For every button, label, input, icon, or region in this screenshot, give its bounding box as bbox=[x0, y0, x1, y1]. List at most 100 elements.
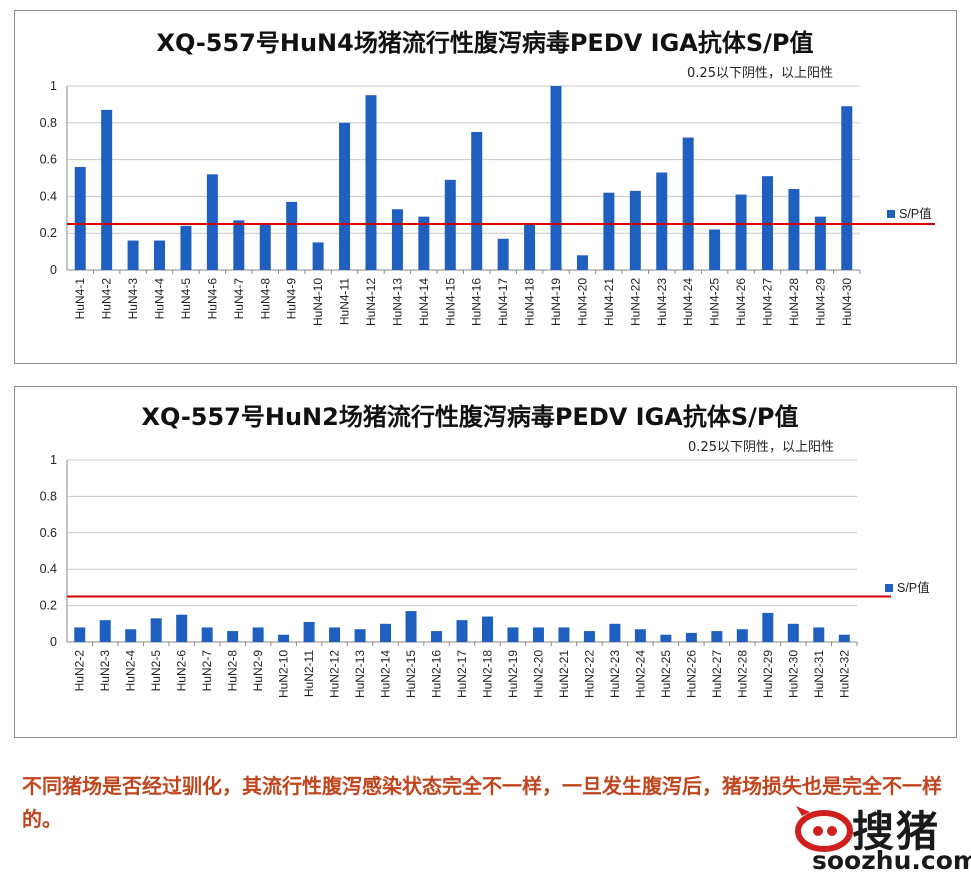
x-tick-label: HuN2-6 bbox=[175, 650, 189, 692]
bar bbox=[252, 627, 264, 642]
x-tick-label: HuN4-17 bbox=[496, 278, 510, 326]
x-tick-label: HuN2-21 bbox=[557, 650, 571, 698]
y-tick-label: 0 bbox=[50, 635, 57, 649]
y-tick-label: 0.6 bbox=[40, 153, 57, 167]
bar bbox=[788, 189, 800, 270]
legend-label: S/P值 bbox=[899, 206, 932, 221]
caption-text: 不同猪场是否经过驯化，其流行性腹泻感染状态完全不一样，一旦发生腹泻后，猪场损失也… bbox=[22, 774, 942, 831]
x-tick-label: HuN2-4 bbox=[124, 650, 138, 692]
y-tick-label: 1 bbox=[50, 79, 57, 93]
y-tick-label: 0.6 bbox=[40, 526, 57, 540]
chart-title: XQ-557号HuN4场猪流行性腹泻病毒PEDV IGA抗体S/P值 bbox=[156, 29, 813, 57]
legend-swatch bbox=[887, 210, 895, 218]
bar bbox=[74, 627, 86, 642]
bar bbox=[125, 629, 137, 642]
x-tick-label: HuN4-15 bbox=[443, 278, 457, 326]
bar bbox=[497, 238, 509, 270]
plot-area: 0 0.2 0.4 0.6 0.8 1 HuN4-1 HuN4-2 HuN4-3 HuN4-4 Hu… bbox=[40, 79, 935, 326]
bar bbox=[471, 132, 483, 270]
x-tick-label: HuN2-13 bbox=[353, 650, 367, 698]
x-tick-label: HuN4-6 bbox=[205, 278, 219, 320]
y-tick-label: 1 bbox=[50, 453, 57, 467]
x-tick-label: HuN4-25 bbox=[708, 278, 722, 326]
bar bbox=[206, 174, 218, 270]
x-tick-label: HuN2-7 bbox=[200, 650, 214, 692]
x-tick-label: HuN2-26 bbox=[684, 650, 698, 698]
x-tick-label: HuN4-1 bbox=[73, 278, 87, 320]
x-tick-label: HuN2-27 bbox=[710, 650, 724, 698]
x-tick-label: HuN2-25 bbox=[659, 650, 673, 698]
bar bbox=[278, 634, 290, 642]
x-tick-label: HuN4-27 bbox=[760, 278, 774, 326]
x-tick-label: HuN2-22 bbox=[582, 650, 596, 698]
x-tick-label: HuN2-29 bbox=[761, 650, 775, 698]
bar bbox=[660, 634, 672, 642]
legend: S/P值 bbox=[885, 580, 930, 595]
chart-hun2: XQ-557号HuN2场猪流行性腹泻病毒PEDV IGA抗体S/P值 0.25以… bbox=[40, 403, 930, 698]
chart-panel-hun2: XQ-557号HuN2场猪流行性腹泻病毒PEDV IGA抗体S/P值 0.25以… bbox=[14, 386, 957, 738]
bar bbox=[709, 229, 721, 270]
bar bbox=[74, 166, 86, 270]
bar bbox=[735, 194, 747, 270]
y-tick-label: 0 bbox=[50, 263, 57, 277]
y-tick-label: 0.8 bbox=[40, 116, 57, 130]
x-tick-label: HuN2-20 bbox=[531, 650, 545, 698]
bar bbox=[841, 106, 853, 271]
y-tick-label: 0.2 bbox=[40, 599, 57, 613]
x-tick-label: HuN2-31 bbox=[812, 650, 826, 698]
x-tick-label: HuN2-10 bbox=[277, 650, 291, 698]
x-tick-label: HuN4-12 bbox=[364, 278, 378, 326]
x-tick-label: HuN4-13 bbox=[390, 278, 404, 326]
bar bbox=[456, 620, 468, 642]
bar bbox=[711, 631, 723, 642]
x-tick-label: HuN4-23 bbox=[655, 278, 669, 326]
x-tick-label: HuN4-7 bbox=[232, 278, 246, 320]
bar bbox=[227, 631, 239, 642]
x-tick-label: HuN2-16 bbox=[430, 650, 444, 698]
bar bbox=[481, 616, 493, 642]
legend-swatch bbox=[885, 584, 893, 592]
bar bbox=[787, 623, 799, 642]
x-tick-label: HuN2-8 bbox=[226, 650, 240, 692]
bar bbox=[814, 216, 826, 270]
x-tick-label: HuN2-3 bbox=[98, 650, 112, 692]
bar bbox=[524, 224, 536, 270]
x-tick-label: HuN4-20 bbox=[575, 278, 589, 326]
legend-label: S/P值 bbox=[897, 580, 930, 595]
logo-url: soozhu.com bbox=[812, 846, 971, 875]
x-tick-label: HuN2-28 bbox=[735, 650, 749, 698]
x-tick-label: HuN2-15 bbox=[404, 650, 418, 698]
x-tick-label: HuN2-18 bbox=[480, 650, 494, 698]
y-tick-label: 0.4 bbox=[40, 189, 57, 203]
plot-area: 0 0.2 0.4 0.6 0.8 1 HuN2-2 HuN2-3 HuN2-4 HuN2-5 Hu… bbox=[40, 453, 891, 698]
threshold-note: 0.25以下阴性，以上阳性 bbox=[687, 66, 833, 81]
x-tick-label: HuN4-10 bbox=[311, 278, 325, 326]
bar bbox=[609, 623, 621, 642]
bar bbox=[762, 612, 774, 642]
bar bbox=[127, 240, 139, 270]
x-tick-label: HuN2-17 bbox=[455, 650, 469, 698]
site-logo[interactable]: 搜猪 soozhu.com bbox=[790, 800, 971, 879]
x-tick-label: HuN4-21 bbox=[602, 278, 616, 326]
bar bbox=[507, 627, 519, 642]
bar bbox=[431, 631, 443, 642]
bar bbox=[682, 137, 694, 270]
legend: S/P值 bbox=[887, 206, 932, 221]
bar bbox=[329, 627, 341, 642]
x-tick-label: HuN4-2 bbox=[100, 278, 114, 320]
bar bbox=[303, 621, 315, 642]
x-tick-label: HuN2-14 bbox=[379, 650, 393, 698]
bar bbox=[180, 225, 192, 270]
bar bbox=[150, 618, 162, 642]
x-tick-label: HuN2-19 bbox=[506, 650, 520, 698]
bar bbox=[532, 627, 544, 642]
x-tick-label: HuN4-9 bbox=[285, 278, 299, 320]
bar bbox=[576, 255, 588, 270]
x-tick-label: HuN4-16 bbox=[470, 278, 484, 326]
bar bbox=[154, 240, 166, 270]
threshold-note: 0.25以下阴性，以上阳性 bbox=[688, 440, 834, 455]
x-tick-label: HuN2-9 bbox=[251, 650, 265, 692]
x-tick-label: HuN4-4 bbox=[153, 278, 167, 320]
x-tick-label: HuN4-3 bbox=[126, 278, 140, 320]
x-tick-label: HuN4-24 bbox=[681, 278, 695, 326]
